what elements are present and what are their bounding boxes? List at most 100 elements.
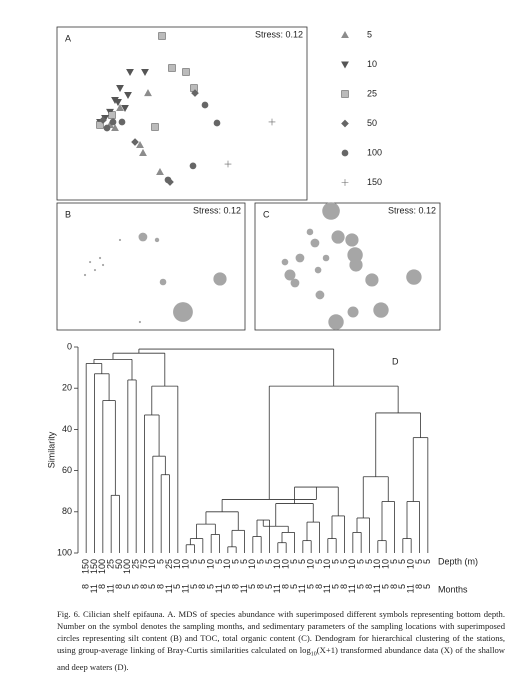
legend-symbol xyxy=(341,90,349,98)
leaf-depth: 10 xyxy=(406,559,416,569)
panel-label: D xyxy=(392,356,399,366)
leaf-months: 11 xyxy=(372,584,382,593)
point xyxy=(151,123,159,131)
leaf-months: 5 xyxy=(397,584,407,589)
panel-b-frame xyxy=(56,202,246,331)
point xyxy=(116,103,124,111)
point xyxy=(103,124,111,132)
point xyxy=(224,160,232,168)
bubble xyxy=(347,247,363,263)
leaf-depth: 5 xyxy=(156,559,166,564)
leaf-months: 5 xyxy=(381,584,391,589)
leaf-depth: 150 xyxy=(89,559,99,574)
bubble xyxy=(349,258,363,272)
bubble xyxy=(213,272,227,286)
stress-label: Stress: 0.12 xyxy=(388,205,436,215)
point xyxy=(168,64,176,72)
leaf-months: 8 xyxy=(314,584,324,589)
leaf-months: 8 xyxy=(281,584,291,589)
leaf-depth: 5 xyxy=(297,559,307,564)
point xyxy=(121,104,129,112)
bubble xyxy=(310,238,320,248)
y-tick-label: 20 xyxy=(62,383,72,393)
legend-label: 5 xyxy=(367,29,372,39)
bubble xyxy=(138,232,148,242)
bubble xyxy=(159,278,167,286)
bubble xyxy=(101,263,105,267)
leaf-months: 8 xyxy=(97,584,107,589)
leaf-depth: 5 xyxy=(331,559,341,564)
point xyxy=(156,167,164,175)
point xyxy=(131,138,139,146)
leaf-months: 8 xyxy=(231,584,241,589)
bubble xyxy=(290,278,300,288)
leaf-months: 11 xyxy=(272,584,282,593)
leaf-months: 8 xyxy=(256,584,266,589)
point xyxy=(268,118,276,126)
leaf-depth: 10 xyxy=(306,559,316,569)
leaf-depth: 10 xyxy=(372,559,382,569)
legend-symbol xyxy=(341,30,349,39)
point xyxy=(99,116,107,124)
bubble xyxy=(328,314,344,330)
bubble xyxy=(281,258,289,266)
leaf-depth: 10 xyxy=(347,559,357,569)
leaf-depth: 10 xyxy=(381,559,391,569)
bubble xyxy=(365,273,379,287)
leaf-depth: 10 xyxy=(206,559,216,569)
leaf-months: 5 xyxy=(306,584,316,589)
leaf-depth: 5 xyxy=(289,559,299,564)
leaf-depth: 10 xyxy=(281,559,291,569)
caption-text: Fig. 6. Cilician shelf epifauna. A. MDS … xyxy=(57,609,505,655)
y-tick-label: 0 xyxy=(67,341,72,351)
leaf-months: 11 xyxy=(297,584,307,593)
leaf-months: 5 xyxy=(172,584,182,589)
leaf-depth: 5 xyxy=(339,559,349,564)
y-axis-label: Similarity xyxy=(46,431,56,468)
leaf-months: 5 xyxy=(247,584,257,589)
leaf-depth: 5 xyxy=(314,559,324,564)
leaf-months: 5 xyxy=(356,584,366,589)
leaf-depth: 150 xyxy=(81,559,91,574)
leaf-months: 5 xyxy=(189,584,199,589)
leaf-depth: 5 xyxy=(364,559,374,564)
point xyxy=(139,148,147,156)
leaf-depth: 5 xyxy=(197,559,207,564)
leaf-depth: 25 xyxy=(106,559,116,569)
point xyxy=(164,176,172,184)
legend-symbol xyxy=(341,149,349,157)
point xyxy=(141,68,149,76)
leaf-depth: 5 xyxy=(189,559,199,564)
legend-symbol xyxy=(341,119,349,128)
bubble xyxy=(331,230,345,244)
leaf-depth: 10 xyxy=(247,559,257,569)
y-tick-label: 100 xyxy=(57,547,72,557)
leaf-months: 8 xyxy=(339,584,349,589)
point xyxy=(201,101,209,109)
point xyxy=(118,118,126,126)
leaf-depth: 10 xyxy=(181,559,191,569)
leaf-months: 8 xyxy=(114,584,124,589)
bubble xyxy=(306,228,314,236)
bubble xyxy=(154,237,160,243)
panel-c-frame xyxy=(254,202,441,331)
leaf-months: 8 xyxy=(156,584,166,589)
point xyxy=(213,119,221,127)
point xyxy=(144,89,152,97)
bubble xyxy=(284,269,296,281)
legend-label: 100 xyxy=(367,147,382,157)
bubble xyxy=(98,256,102,260)
bubble xyxy=(345,233,359,247)
point xyxy=(136,140,144,149)
y-tick-label: 40 xyxy=(62,424,72,434)
leaf-months: 5 xyxy=(264,584,274,589)
point xyxy=(124,91,132,100)
leaf-months: 8 xyxy=(414,584,424,589)
panel-a-frame xyxy=(56,26,308,201)
leaf-depth: 10 xyxy=(172,559,182,569)
caption-text: (X+1) transformed abundance data (X) of … xyxy=(57,645,505,672)
bubble xyxy=(295,253,305,263)
legend-label: 10 xyxy=(367,59,377,69)
